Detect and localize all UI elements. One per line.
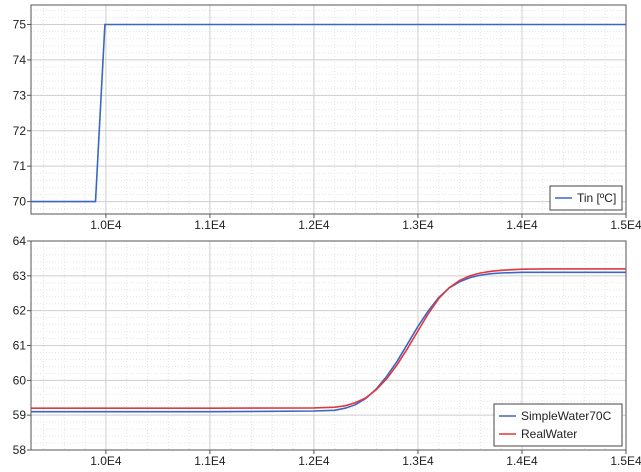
y-tick-label: 62 [13,304,27,318]
bottom-chart-panel: 1.0E4 1.1E4 1.2E4 1.3E4 1.4E4 1.5E4 58 59 60 61 62… [13,234,641,468]
y-tick-label: 70 [13,195,27,209]
y-tick-label: 58 [13,443,27,457]
series-line-1 [31,23,626,203]
x-tick-label: 1.0E4 [90,218,122,232]
x-tick-label: 1.4E4 [506,454,538,468]
series-line-1 [31,271,626,413]
y-tick-label: 59 [13,408,27,422]
legend-label: SimpleWater70C [521,409,612,423]
x-tick-label: 1.2E4 [298,454,330,468]
x-tick-label: 1.5E4 [610,218,641,232]
y-tick-label: 71 [13,159,27,173]
y-tick-label: 60 [13,373,27,387]
legend-label: RealWater [521,427,577,441]
legend-box [493,403,623,447]
x-tick-label: 1.3E4 [402,454,434,468]
x-tick-label: 1.4E4 [506,218,538,232]
y-tick-label: 63 [13,269,27,283]
x-tick-label: 1.1E4 [194,454,226,468]
top-chart-panel: 1.0E4 1.1E4 1.2E4 1.3E4 1.4E4 1.5E4 70 71 72 73 74… [13,4,641,232]
legend-label: Tin [ºC] [577,191,616,205]
x-tick-label: 1.3E4 [402,218,434,232]
plot-frame [30,4,627,215]
x-tick-label: 1.5E4 [610,454,641,468]
y-tick-label: 64 [13,234,27,248]
y-tick-label: 75 [13,17,27,31]
y-tick-label: 74 [13,53,27,67]
x-tick-label: 1.0E4 [90,454,122,468]
x-tick-label: 1.1E4 [194,218,226,232]
x-tick-label: 1.2E4 [298,218,330,232]
series-line-2 [31,268,626,409]
y-tick-label: 72 [13,124,27,138]
y-tick-label: 61 [13,339,27,353]
y-tick-label: 73 [13,88,27,102]
